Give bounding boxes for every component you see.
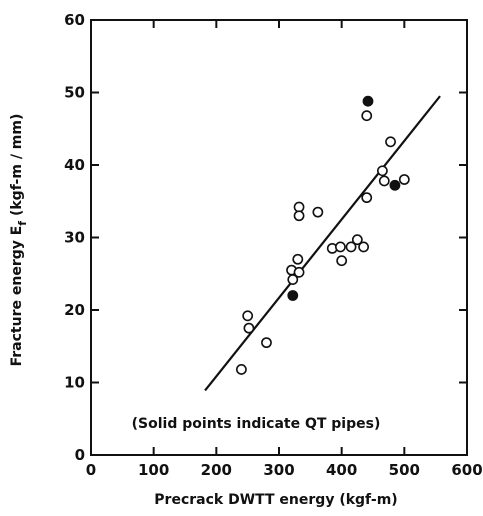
x-tick-label: 500	[389, 461, 420, 479]
data-point-open	[261, 337, 272, 349]
y-axis-title-unit: (kgf-m / mm)	[9, 114, 25, 221]
plot-frame	[90, 19, 468, 456]
data-point-open	[312, 206, 324, 218]
data-point-open	[361, 192, 373, 204]
x-tick-label: 0	[86, 461, 96, 479]
y-tick-label: 50	[64, 84, 85, 102]
data-point-open	[361, 110, 373, 122]
x-tick-label: 200	[201, 461, 232, 479]
y-tick-label: 0	[75, 446, 85, 464]
data-point-open	[336, 255, 348, 267]
data-point-open	[358, 241, 369, 253]
data-point-open	[385, 136, 396, 148]
data-point-open	[351, 234, 363, 246]
x-axis-title: Precrack DWTT energy (kgf-m)	[154, 492, 397, 508]
x-tick-label: 600	[451, 461, 482, 479]
y-tick-label: 40	[64, 156, 85, 174]
y-axis-title-subscript: f	[16, 221, 29, 226]
data-point-open	[287, 274, 299, 285]
data-point-open	[378, 175, 390, 187]
data-point-solid	[362, 95, 374, 107]
chart-tick-labels: 0 100 200 300 400 500 600 0 10 20 30 40 50 60	[64, 11, 483, 479]
chart-annotation: (Solid points indicate QT pipes)	[132, 416, 381, 432]
y-tick-label: 10	[64, 374, 85, 392]
y-axis-title: Fracture energy Ef (kgf-m / mm)	[9, 114, 29, 367]
chart-ticks	[90, 19, 468, 456]
trend-line	[204, 95, 441, 392]
data-point-open	[235, 364, 247, 375]
data-point-open	[293, 266, 305, 278]
data-point-open	[242, 310, 254, 322]
data-point-open	[293, 201, 305, 213]
data-point-solid	[287, 290, 299, 301]
y-tick-label: 20	[64, 301, 85, 319]
data-point-open	[335, 241, 346, 253]
data-point-open	[292, 253, 304, 265]
data-point-open	[243, 322, 255, 334]
chart-marks	[204, 95, 441, 392]
data-point-open	[345, 241, 357, 253]
x-tick-label: 100	[138, 461, 169, 479]
y-axis-title-main: Fracture energy E	[9, 226, 25, 367]
x-tick-label: 300	[263, 461, 294, 479]
data-point-open	[398, 174, 410, 185]
y-tick-label: 30	[64, 229, 85, 247]
data-point-solid	[389, 179, 401, 191]
data-point-open	[293, 210, 305, 222]
chart-axes	[90, 19, 468, 456]
y-tick-label: 60	[64, 11, 85, 29]
x-tick-label: 400	[326, 461, 357, 479]
data-point-open	[376, 165, 388, 177]
